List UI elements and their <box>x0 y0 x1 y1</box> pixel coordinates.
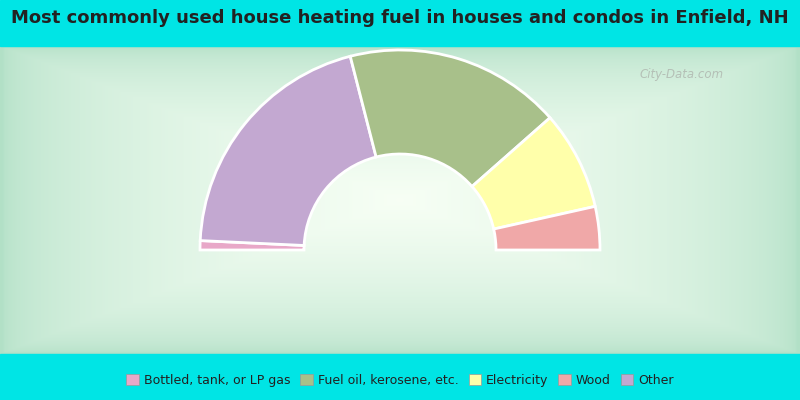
Wedge shape <box>350 50 550 186</box>
Text: Most commonly used house heating fuel in houses and condos in Enfield, NH: Most commonly used house heating fuel in… <box>11 9 789 27</box>
Legend: Bottled, tank, or LP gas, Fuel oil, kerosene, etc., Electricity, Wood, Other: Bottled, tank, or LP gas, Fuel oil, kero… <box>122 369 678 392</box>
Wedge shape <box>200 240 304 250</box>
Bar <box>0 0 800 46</box>
Text: City-Data.com: City-Data.com <box>640 68 724 81</box>
Bar <box>0 354 800 400</box>
Wedge shape <box>200 56 376 246</box>
Wedge shape <box>472 118 595 229</box>
Wedge shape <box>494 206 600 250</box>
